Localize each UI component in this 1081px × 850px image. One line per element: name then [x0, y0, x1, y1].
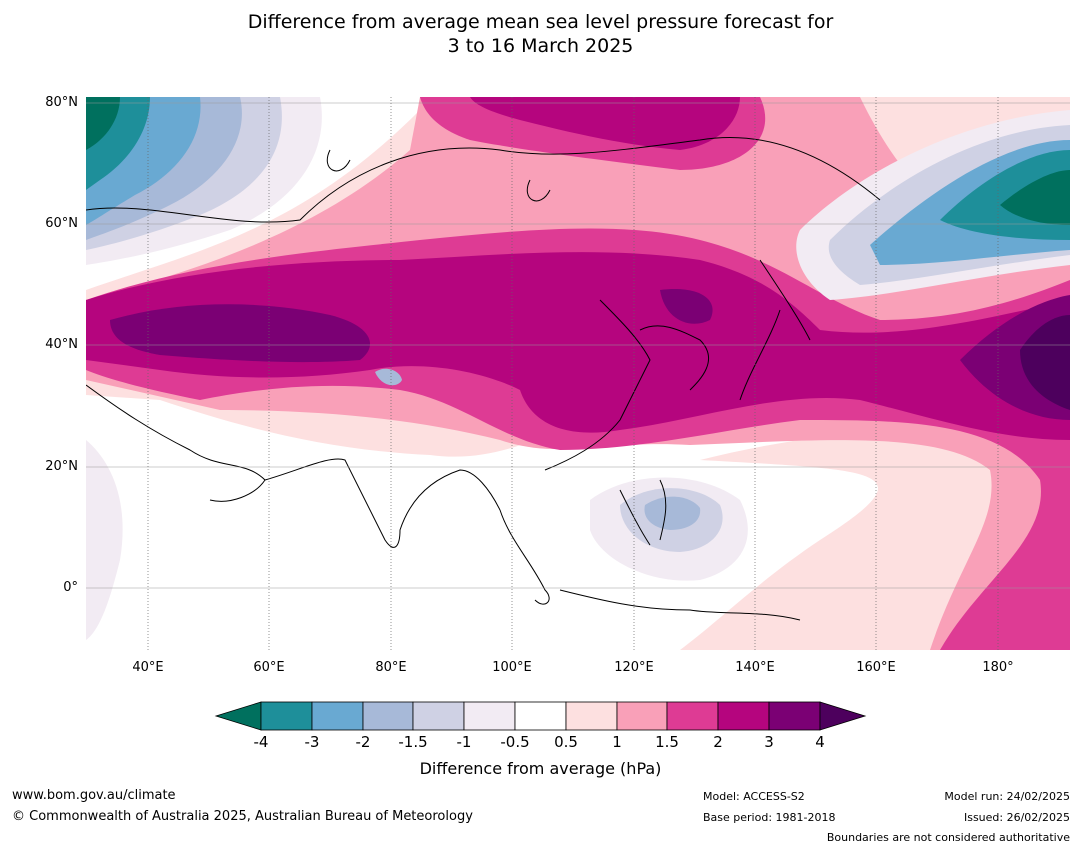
anomaly-region-neg-1.5-tibet: [375, 368, 402, 386]
colorbar-bin: [463, 701, 516, 731]
lon-label-60e: 60°E: [253, 660, 285, 675]
anomaly-region-neg-4-ne: [1000, 170, 1070, 225]
map-title-line-1: Difference from average mean sea level p…: [247, 11, 834, 33]
colorbar-bin: [311, 701, 364, 731]
footer-issued: Issued: 26/02/2025: [963, 811, 1070, 824]
graticule: [86, 102, 1070, 589]
footer-disclaimer: Boundaries are not considered authoritat…: [826, 831, 1070, 844]
footer-url[interactable]: www.bom.gov.au/climate: [12, 788, 176, 803]
colorbar-tick-label: -4: [253, 733, 269, 751]
lat-label-40n: 40°N: [45, 337, 78, 352]
colorbar-title: Difference from average (hPa): [419, 759, 662, 778]
anomaly-region-2-arctic: [470, 97, 740, 150]
colorbar-bin: [514, 701, 567, 731]
colorbar-bin: [717, 701, 770, 731]
lon-label-180: 180°: [982, 660, 1014, 675]
footer-base-period: Base period: 1981-2018: [703, 811, 836, 824]
lat-label-60n: 60°N: [45, 216, 78, 231]
colorbar-bin: [565, 701, 618, 731]
anomaly-region-3: [110, 304, 370, 363]
lon-label-80e: 80°E: [375, 660, 407, 675]
lon-label-40e: 40°E: [132, 660, 164, 675]
anomaly-region-neg-1.5-tropics: [644, 496, 701, 530]
colorbar-tick-label: -2: [355, 733, 371, 751]
meridians: [147, 97, 999, 650]
colorbar-tick-label: 3: [764, 733, 774, 751]
lon-label-160e: 160°E: [856, 660, 896, 675]
colorbar: [214, 701, 867, 731]
colorbar-tick-label: 2: [713, 733, 723, 751]
anomaly-region-neg-0.5-africa: [86, 440, 123, 640]
colorbar-bin: [616, 701, 668, 731]
coastlines: [86, 137, 881, 621]
anomaly-region-2: [86, 252, 1070, 440]
lon-label-100e: 100°E: [492, 660, 532, 675]
footer-model: Model: ACCESS-S2: [703, 790, 805, 803]
lon-label-140e: 140°E: [735, 660, 775, 675]
colorbar-high-extension: [819, 701, 867, 731]
anomaly-field: [86, 97, 1070, 650]
lat-label-80n: 80°N: [45, 95, 78, 110]
colorbar-tick-label: -1: [456, 733, 472, 751]
lon-label-120e: 120°E: [614, 660, 654, 675]
colorbar-bin: [362, 701, 414, 731]
colorbar-bin: [412, 701, 465, 731]
footer-model-run: Model run: 24/02/2025: [944, 790, 1070, 803]
anomaly-region-4: [1020, 315, 1070, 410]
footer-copyright: © Commonwealth of Australia 2025, Austra…: [12, 809, 473, 824]
colorbar-low-extension: [214, 701, 262, 731]
lat-label-20n: 20°N: [45, 459, 78, 474]
anomaly-region-3-east: [660, 289, 713, 324]
colorbar-tick-label: -0.5: [500, 733, 530, 751]
colorbar-tick-label: 1: [612, 733, 622, 751]
colorbar-tick-label: 0.5: [554, 733, 578, 751]
colorbar-tick-label: 1.5: [655, 733, 679, 751]
colorbar-bin: [260, 701, 313, 731]
map-title-line-2: 3 to 16 March 2025: [447, 35, 634, 57]
anomaly-region-neg-4-nw: [86, 97, 120, 150]
colorbar-tick-label: -3: [304, 733, 320, 751]
colorbar-tick-label: 4: [815, 733, 825, 751]
colorbar-bin: [768, 701, 821, 731]
colorbar-tick-label: -1.5: [398, 733, 428, 751]
colorbar-bin: [666, 701, 719, 731]
lat-label-0: 0°: [63, 580, 78, 595]
